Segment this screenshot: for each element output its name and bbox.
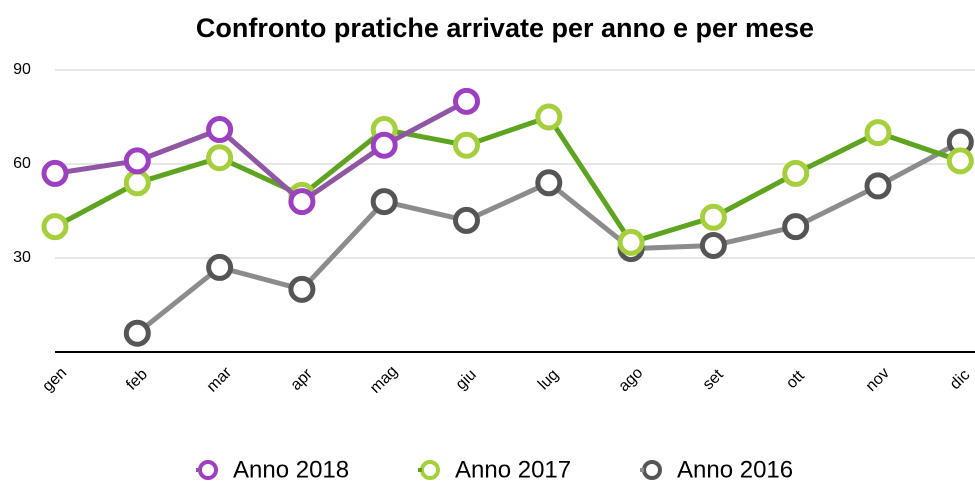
data-point	[699, 203, 727, 231]
legend-label: Anno 2016	[677, 456, 793, 483]
x-tick-label: dic	[947, 367, 973, 393]
x-tick-label: giu	[453, 366, 480, 393]
data-point	[864, 119, 892, 147]
data-point	[699, 231, 727, 259]
x-tick-label: feb	[123, 366, 151, 394]
data-point	[617, 228, 645, 256]
data-point	[123, 169, 151, 197]
data-point	[41, 213, 69, 241]
x-tick-label: apr	[288, 365, 317, 394]
data-point	[206, 116, 234, 144]
data-point	[453, 87, 480, 115]
x-tick-label: mag	[367, 363, 401, 397]
x-tick-label: mar	[204, 364, 236, 396]
data-point	[782, 213, 810, 241]
data-point	[453, 131, 480, 159]
x-tick-label: set	[700, 366, 728, 394]
data-point	[782, 159, 810, 187]
data-point	[370, 188, 398, 216]
data-point	[453, 206, 480, 234]
data-point	[206, 253, 234, 281]
series-line	[54, 99, 468, 205]
y-tick-label: 30	[13, 249, 31, 266]
data-point	[370, 131, 398, 159]
y-tick-label: 90	[13, 61, 31, 78]
legend-label: Anno 2017	[455, 456, 571, 483]
chart-title: Confronto pratiche arrivate per anno e p…	[196, 13, 814, 43]
x-tick-label: ott	[783, 367, 808, 392]
x-tick-label: nov	[863, 365, 893, 395]
data-point	[535, 169, 563, 197]
legend-marker	[198, 460, 218, 480]
data-point	[288, 188, 316, 216]
data-point	[288, 275, 316, 303]
data-point	[123, 319, 151, 347]
data-point	[535, 103, 563, 131]
legend-marker	[642, 460, 662, 480]
x-tick-label: ago	[615, 364, 646, 395]
x-tick-label: gen	[39, 364, 70, 395]
data-point	[864, 172, 892, 200]
data-point	[41, 159, 69, 187]
data-point	[206, 144, 234, 172]
legend-marker	[420, 460, 440, 480]
data-point	[123, 147, 151, 175]
legend-label: Anno 2018	[233, 456, 349, 483]
series-line	[53, 114, 962, 245]
y-tick-label: 60	[13, 155, 31, 172]
data-point	[946, 147, 974, 175]
x-tick-label: lug	[535, 366, 562, 393]
